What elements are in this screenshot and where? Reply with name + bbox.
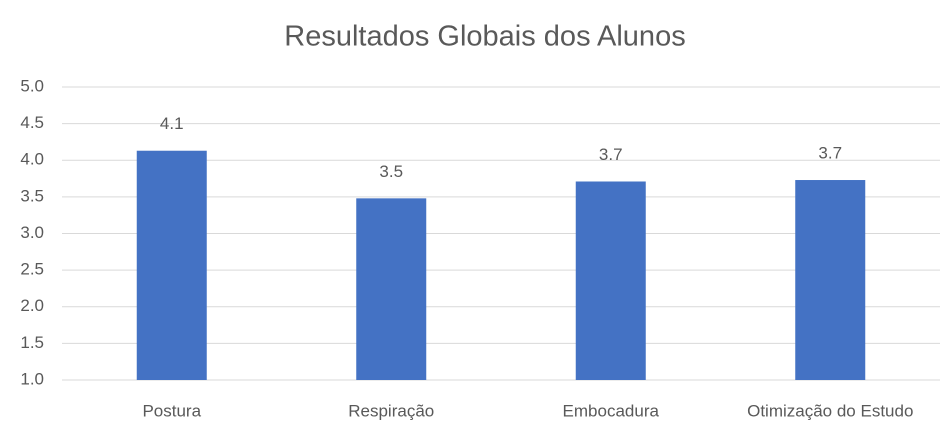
bar [795, 180, 866, 380]
value-label: 3.7 [818, 144, 842, 163]
y-tick-label: 3.0 [20, 223, 44, 242]
y-tick-label: 4.5 [20, 113, 44, 132]
y-tick-label: 2.0 [20, 296, 44, 315]
y-tick-label: 1.5 [20, 333, 44, 352]
y-tick-label: 4.0 [20, 150, 44, 169]
x-tick-label: Postura [142, 401, 201, 420]
value-label: 3.5 [379, 162, 403, 181]
bar [356, 198, 427, 380]
value-label: 3.7 [599, 145, 623, 164]
bar [136, 150, 207, 380]
chart-title: Resultados Globais dos Alunos [284, 21, 685, 53]
x-tick-label: Respiração [348, 401, 434, 420]
x-tick-label: Otimização do Estudo [747, 401, 913, 420]
y-tick-label: 3.5 [20, 186, 44, 205]
y-tick-label: 1.0 [20, 369, 44, 388]
x-tick-label: Embocadura [563, 401, 660, 420]
bar [575, 181, 646, 380]
value-label: 4.1 [160, 114, 184, 133]
y-tick-label: 2.5 [20, 260, 44, 279]
y-tick-label: 5.0 [20, 76, 44, 95]
